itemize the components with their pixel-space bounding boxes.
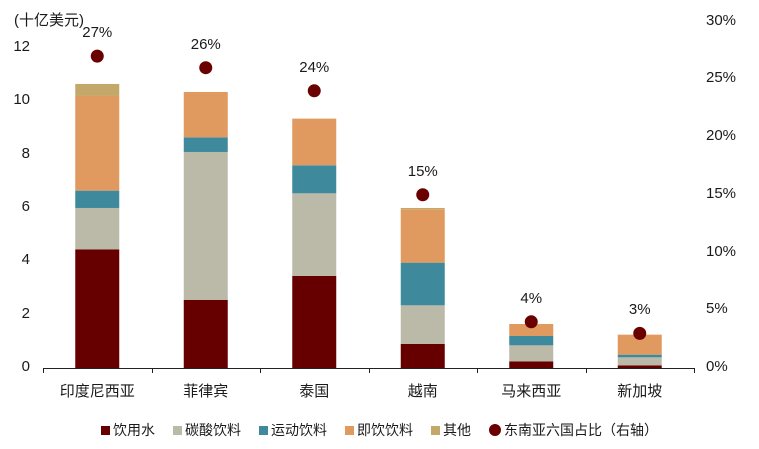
legend: 饮用水 碳酸饮料 运动饮料 即饮饮料 其他 东南亚六国占比（右轴） [0, 420, 759, 440]
legend-square-icon [101, 425, 110, 435]
bar-segment [292, 193, 337, 276]
share-label: 4% [520, 289, 543, 307]
y2-tick-label: 25% [706, 69, 737, 87]
bar-segment [400, 207, 445, 210]
y2-tick-label: 20% [706, 127, 737, 144]
bar-segment [509, 323, 554, 336]
y2-tick-label: 15% [706, 184, 737, 202]
x-category-label: 印度尼西亚 [59, 383, 135, 400]
bar-segment [183, 137, 228, 152]
bar-segment [509, 361, 554, 368]
x-category-label: 泰国 [299, 383, 330, 400]
y2-tick-label: 5% [706, 300, 728, 318]
y-tick-label: 8 [21, 144, 30, 162]
legend-label: 东南亚六国占比（右轴） [504, 422, 658, 438]
legend-item: 东南亚六国占比（右轴） [489, 420, 658, 440]
y-tick-label: 2 [21, 304, 30, 322]
bar-segment [400, 262, 445, 306]
bar-segment [509, 335, 554, 346]
legend-item: 其他 [431, 420, 471, 440]
legend-square-icon [345, 425, 354, 435]
y-tick-label: 10 [13, 91, 30, 109]
y-tick-label: 0 [21, 358, 30, 375]
bar-segment [292, 118, 337, 166]
share-label: 26% [190, 35, 221, 53]
bar-segment [617, 357, 662, 366]
share-label: 27% [82, 24, 113, 42]
y-tick-label: 4 [21, 251, 30, 269]
share-dot [199, 61, 213, 75]
share-dot [524, 315, 538, 329]
y2-tick-label: 10% [706, 242, 737, 260]
bar-segment [75, 83, 120, 96]
bar-segment [75, 207, 120, 250]
legend-item: 碳酸饮料 [173, 420, 241, 440]
x-category-label: 新加坡 [617, 383, 663, 400]
x-category-label: 越南 [407, 383, 438, 400]
bar-segment [183, 151, 228, 300]
legend-item: 运动饮料 [259, 420, 327, 440]
bar-segment [509, 345, 554, 362]
y2-tick-label: 0% [706, 358, 728, 375]
share-label: 24% [299, 58, 330, 76]
bar-segment [617, 334, 662, 355]
y-tick-label: 6 [21, 197, 30, 215]
y2-tick-label: 30% [706, 11, 737, 29]
bar-segment [75, 249, 120, 368]
bar-segment [75, 190, 120, 208]
legend-dot-icon [489, 424, 501, 436]
share-dot [416, 188, 430, 202]
share-dot [90, 49, 104, 63]
share-label: 15% [407, 162, 438, 180]
legend-label: 其他 [443, 422, 471, 438]
bar-segment [292, 275, 337, 368]
legend-item: 即饮饮料 [345, 420, 413, 440]
share-label: 3% [628, 301, 651, 319]
share-dot [633, 326, 647, 340]
legend-label: 运动饮料 [271, 422, 327, 438]
y-axis-unit-label: (十亿美元) [14, 12, 84, 29]
legend-square-icon [259, 425, 268, 435]
bar-segment [400, 343, 445, 368]
x-category-label: 菲律宾 [183, 383, 229, 400]
legend-item: 饮用水 [101, 420, 155, 440]
bar-segment [183, 91, 228, 138]
x-category-label: 马来西亚 [501, 383, 562, 400]
bar-segment [292, 165, 337, 194]
bar-segment [400, 209, 445, 263]
bar-segment [183, 299, 228, 368]
legend-square-icon [431, 425, 440, 435]
legend-label: 碳酸饮料 [185, 422, 241, 438]
legend-label: 即饮饮料 [357, 422, 413, 438]
bar-segment [617, 354, 662, 358]
y-tick-label: 12 [13, 37, 30, 55]
bar-segment [400, 305, 445, 344]
bar-segment [617, 365, 662, 368]
legend-label: 饮用水 [113, 422, 155, 438]
share-dot [307, 84, 321, 98]
legend-square-icon [173, 425, 182, 435]
bar-segment [75, 95, 120, 191]
